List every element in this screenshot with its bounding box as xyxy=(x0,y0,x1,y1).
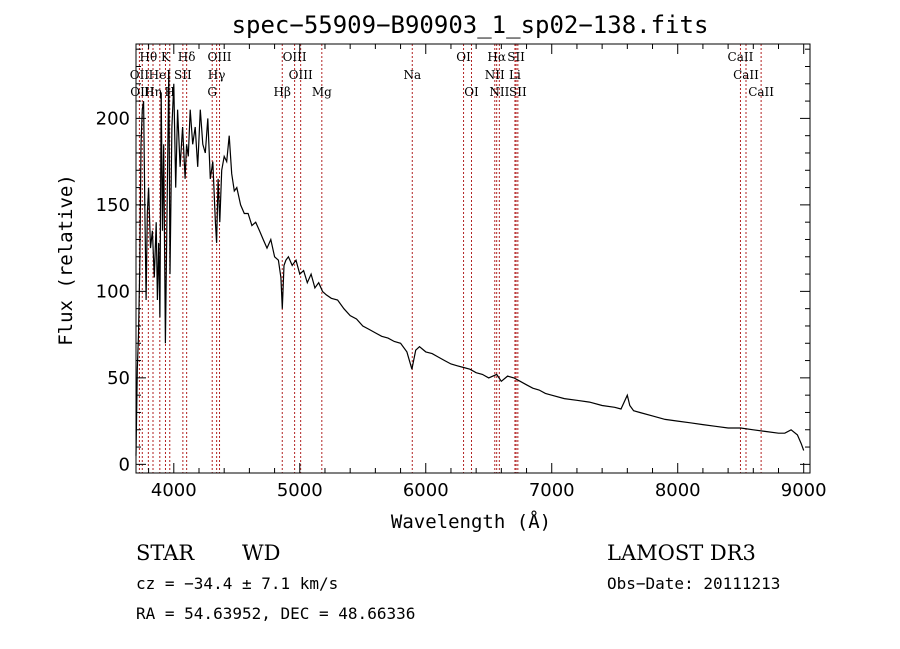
spectral-line-label: OI xyxy=(464,85,479,99)
x-axis-ticks: 4000 5000 6000 7000 8000 9000 xyxy=(148,44,827,501)
x-tick-label: 6000 xyxy=(403,480,449,501)
spectral-line-label: OI xyxy=(456,50,471,64)
x-tick-label: 9000 xyxy=(781,480,827,501)
object-class: STAR xyxy=(136,541,195,565)
chart-title: spec−55909−B90903_1_sp02−138.fits xyxy=(232,11,709,39)
spectral-line-label: Hδ xyxy=(178,50,196,64)
spectral-line-label: Hγ xyxy=(208,68,226,82)
y-tick-label: 150 xyxy=(96,195,130,216)
y-tick-label: 200 xyxy=(96,108,130,129)
spectrum-series-line xyxy=(135,69,805,456)
y-axis-label: Flux (relative) xyxy=(55,174,77,346)
spectral-line-label: OII xyxy=(130,68,150,82)
spectral-line-label: Mg xyxy=(312,85,332,99)
x-tick-label: 4000 xyxy=(151,480,197,501)
spectral-line-label: Na xyxy=(403,68,421,82)
spectral-line-label: K xyxy=(161,50,171,64)
spectral-line-label: H xyxy=(165,85,175,99)
x-axis-label: Wavelength (Å) xyxy=(391,510,551,533)
spectral-line-label: Hβ xyxy=(274,85,291,99)
x-tick-label: 5000 xyxy=(277,480,323,501)
spectral-line-label: CaII xyxy=(728,50,754,64)
y-tick-label: 100 xyxy=(96,281,130,302)
spectral-line-label: CaII xyxy=(733,68,759,82)
spectral-line-label: G xyxy=(207,85,217,99)
spectral-line-label: OIII xyxy=(283,50,307,64)
plot-frame xyxy=(135,43,811,474)
spectral-line-label: SII xyxy=(507,50,525,64)
spectral-line-label: Li xyxy=(509,68,521,82)
sky-coordinates: RA = 54.63952, DEC = 48.66336 xyxy=(136,604,415,623)
x-tick-label: 7000 xyxy=(529,480,575,501)
spectral-line-label: OIII xyxy=(289,68,313,82)
spectral-line-label: SII xyxy=(509,85,527,99)
y-tick-label: 0 xyxy=(119,454,130,475)
y-tick-label: 50 xyxy=(107,368,130,389)
spectral-line-label: Hα xyxy=(487,50,506,64)
object-subclass: WD xyxy=(242,541,280,565)
spectral-line-label: CaII xyxy=(748,85,774,99)
observation-date: Obs−Date: 20111213 xyxy=(607,574,780,593)
x-tick-label: 8000 xyxy=(655,480,701,501)
spectral-line-label: OIII xyxy=(207,50,231,64)
spectral-line-label: Hθ xyxy=(139,50,157,64)
spectral-line-label: HeI xyxy=(149,68,172,82)
spectral-line-label: NII xyxy=(489,85,509,99)
spectral-line-label: NII xyxy=(485,68,505,82)
redshift-velocity: cz = −34.4 ± 7.1 km/s xyxy=(136,574,338,593)
y-axis-ticks: 0 50 100 150 200 xyxy=(96,48,810,475)
survey-name: LAMOST DR3 xyxy=(607,541,756,565)
spectral-line-label: SII xyxy=(174,68,192,82)
spectral-line-label: Hη xyxy=(144,85,162,99)
spectral-line-markers xyxy=(138,44,762,473)
